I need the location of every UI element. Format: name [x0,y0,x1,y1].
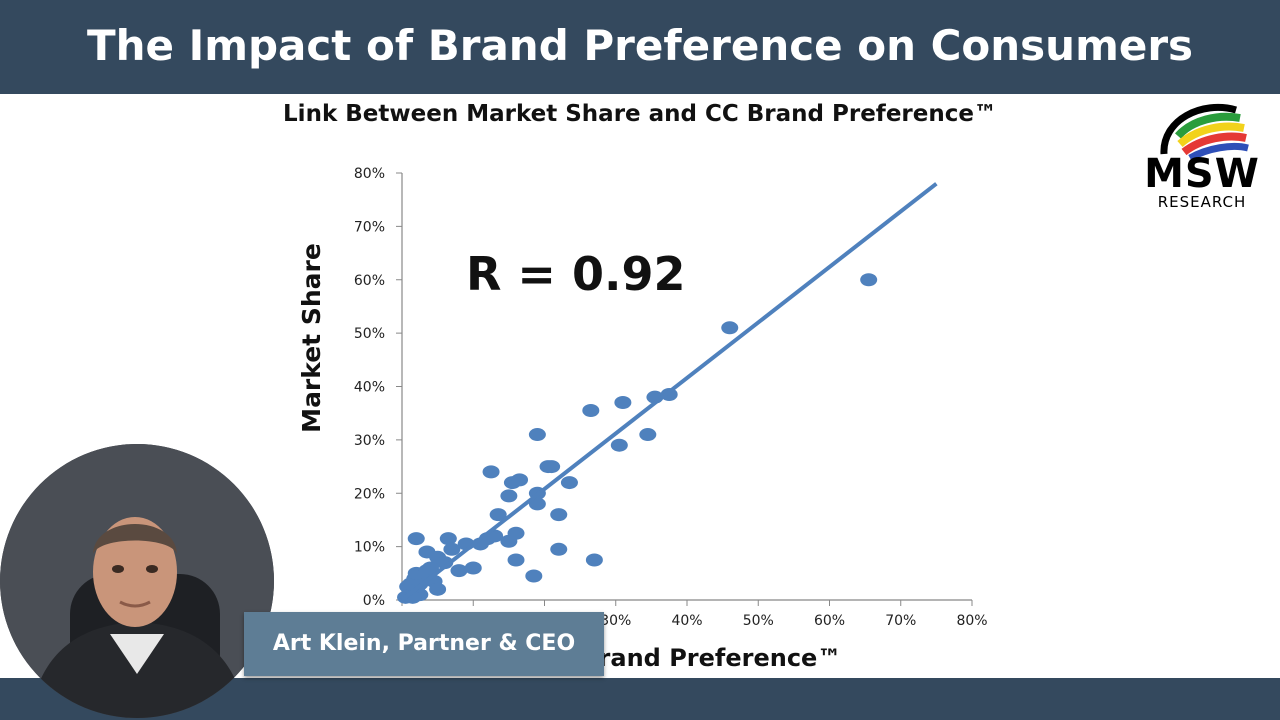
data-point [660,388,678,402]
trendline [400,182,938,602]
data-point [439,532,457,546]
y-tick-label: 70% [354,219,385,235]
r-annotation: R = 0.92 [466,247,686,301]
data-point [528,497,546,511]
y-tick-label: 20% [354,486,385,502]
presenter-name-plate: Art Klein, Partner & CEO [244,612,604,676]
data-point [550,542,568,556]
data-point [500,489,518,503]
data-point [721,321,739,335]
data-point [511,473,529,487]
x-tick-label: 60% [814,613,845,629]
y-tick-label: 30% [354,433,385,449]
data-point [429,582,447,596]
data-point [450,564,468,578]
data-point [543,460,561,474]
data-point [550,508,568,522]
slide-title: The Impact of Brand Preference on Consum… [86,21,1194,70]
data-point [482,465,500,479]
x-tick-label: 80% [956,613,987,629]
data-point [507,526,525,540]
data-point [507,553,525,567]
data-point [525,569,543,583]
data-point [422,561,439,575]
data-point [489,508,507,522]
data-point [639,428,657,442]
y-axis-label: Market Share [297,243,326,433]
x-tick-label: 30% [600,613,631,629]
data-point [860,273,878,287]
logo-wordmark: MSW [1144,151,1260,197]
y-tick-label: 80% [354,166,385,182]
trendline-line [400,182,938,602]
y-tick-label: 50% [354,326,385,342]
logo-subtitle: RESEARCH [1157,193,1247,211]
y-tick-label: 0% [363,593,385,609]
data-point [464,561,482,575]
header-band [0,0,1280,94]
y-tick-label: 10% [354,540,385,556]
data-point [614,396,632,410]
data-point [528,428,546,442]
x-tick-label: 40% [671,613,702,629]
y-tick-label: 40% [354,380,385,396]
data-point [585,553,603,567]
y-axis: 0% 10% 20% 30% 40% 50% 60% 70% 80% [354,166,403,609]
data-point [407,532,425,546]
presenter-avatar [0,444,274,718]
presenter-video [0,444,274,718]
chart-title: Link Between Market Share and CC Brand P… [283,101,997,127]
presenter-name: Art Klein, Partner & CEO [272,631,576,656]
data-points [397,273,878,604]
data-point [610,438,628,452]
x-tick-label: 50% [743,613,774,629]
data-point [582,404,600,418]
data-point [443,542,461,556]
data-point [560,476,578,490]
x-tick-label: 70% [885,613,916,629]
msw-research-logo [1160,103,1249,162]
y-tick-label: 60% [354,273,385,289]
